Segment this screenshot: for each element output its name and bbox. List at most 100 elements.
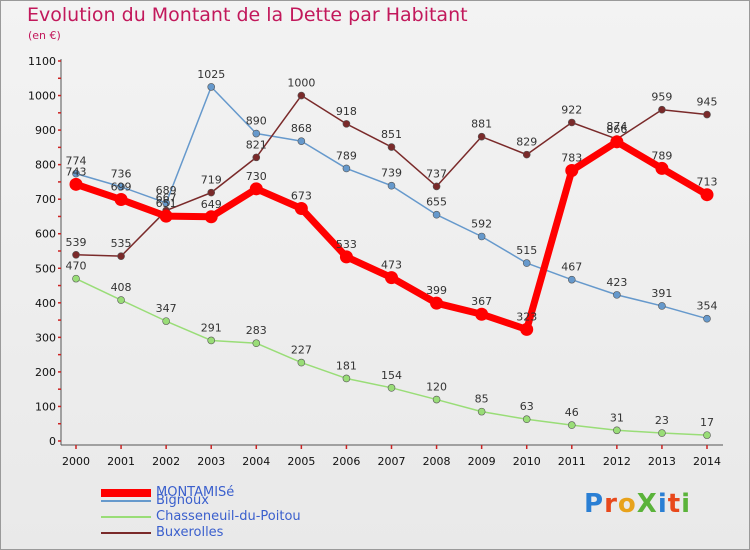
- legend-item-montamise: MONTAMISé: [101, 485, 361, 501]
- data-label-buxerolles: 922: [561, 103, 582, 116]
- data-point-bignoux: [207, 83, 216, 91]
- y-tick-label: 1100: [28, 55, 56, 68]
- legend-label-chasseneuil: Chasseneuil-du-Poitou: [156, 509, 301, 524]
- x-tick-label: 2001: [107, 455, 135, 468]
- data-label-montamise: 367: [471, 295, 492, 308]
- data-point-buxerolles: [522, 150, 531, 159]
- data-label-chasseneuil: 283: [246, 324, 267, 337]
- data-label-bignoux: 868: [291, 122, 312, 135]
- data-point-bignoux: [297, 137, 306, 145]
- data-label-bignoux: 890: [246, 115, 267, 128]
- data-point-montamise: [114, 193, 128, 207]
- data-label-buxerolles: 874: [606, 120, 627, 133]
- logo-letter: i: [681, 489, 692, 519]
- data-label-chasseneuil: 31: [610, 411, 624, 424]
- data-label-chasseneuil: 227: [291, 344, 312, 357]
- data-point-buxerolles: [342, 120, 351, 128]
- data-label-montamise: 713: [697, 176, 718, 189]
- data-point-chasseneuil: [297, 358, 306, 367]
- data-label-buxerolles: 667: [156, 192, 177, 205]
- x-tick-label: 2010: [513, 455, 541, 468]
- data-point-montamise: [520, 322, 534, 336]
- data-point-bignoux: [613, 291, 621, 299]
- x-tick-label: 2011: [558, 455, 586, 468]
- data-point-chasseneuil: [658, 429, 666, 437]
- data-point-chasseneuil: [162, 317, 170, 325]
- data-label-buxerolles: 918: [336, 105, 357, 118]
- data-point-chasseneuil: [387, 383, 396, 392]
- data-point-bignoux: [72, 169, 80, 178]
- legend-swatch-montamise: [101, 489, 151, 497]
- data-point-montamise: [565, 164, 579, 178]
- data-label-montamise: 866: [606, 123, 627, 136]
- data-point-buxerolles: [567, 118, 576, 127]
- y-tick-label: 0: [49, 435, 56, 448]
- y-tick-label: 1000: [28, 90, 56, 103]
- data-label-buxerolles: 959: [651, 91, 672, 104]
- legend-item-buxerolles: Buxerolles: [101, 525, 361, 549]
- data-point-bignoux: [658, 302, 666, 310]
- logo-letter: t: [667, 489, 682, 519]
- data-label-montamise: 783: [561, 152, 582, 165]
- data-point-chasseneuil: [342, 374, 351, 383]
- logo-letter: o: [617, 489, 637, 519]
- data-label-bignoux: 736: [111, 168, 132, 181]
- data-point-chasseneuil: [252, 339, 261, 348]
- data-label-bignoux: 739: [381, 167, 402, 180]
- data-point-buxerolles: [432, 182, 441, 191]
- y-tick-label: 200: [35, 366, 56, 379]
- data-point-buxerolles: [72, 251, 80, 259]
- y-tick-label: 100: [35, 400, 56, 413]
- legend-label-bignoux: Bignoux: [156, 493, 209, 508]
- data-label-bignoux: 1025: [197, 68, 225, 81]
- data-label-bignoux: 655: [426, 196, 447, 209]
- data-label-bignoux: 689: [156, 184, 177, 197]
- data-point-montamise: [610, 135, 624, 149]
- y-tick-label: 800: [35, 159, 56, 172]
- data-label-chasseneuil: 470: [66, 260, 87, 273]
- data-label-montamise: 533: [336, 238, 357, 251]
- data-point-buxerolles: [387, 143, 396, 151]
- legend: MONTAMISé Bignoux Chasseneuil-du-Poitou …: [101, 485, 361, 549]
- legend-item-bignoux: Bignoux: [101, 493, 361, 517]
- logo-letter: i: [657, 489, 668, 519]
- data-label-chasseneuil: 23: [655, 414, 669, 427]
- data-point-chasseneuil: [207, 336, 216, 345]
- x-tick-label: 2003: [197, 455, 225, 468]
- data-point-chasseneuil: [522, 415, 531, 424]
- legend-item-chasseneuil: Chasseneuil-du-Poitou: [101, 509, 361, 533]
- x-tick-label: 2006: [332, 455, 360, 468]
- data-label-montamise: 699: [111, 181, 132, 194]
- legend-swatch-chasseneuil: [101, 516, 151, 518]
- data-label-bignoux: 354: [697, 300, 718, 313]
- legend-swatch-bignoux: [101, 500, 151, 502]
- data-point-montamise: [475, 307, 489, 321]
- y-tick-label: 900: [35, 124, 56, 137]
- logo-letter: P: [584, 489, 605, 519]
- proxiti-logo: ProXiti: [584, 489, 691, 519]
- data-label-chasseneuil: 85: [475, 393, 489, 406]
- x-tick-label: 2012: [603, 455, 631, 468]
- data-point-bignoux: [252, 129, 261, 138]
- data-point-buxerolles: [658, 105, 666, 114]
- data-label-chasseneuil: 17: [700, 416, 714, 429]
- data-label-montamise: 399: [426, 284, 447, 297]
- data-point-chasseneuil: [117, 296, 125, 304]
- data-label-buxerolles: 539: [66, 236, 87, 249]
- data-point-bignoux: [117, 182, 125, 191]
- data-point-montamise: [294, 202, 308, 216]
- data-point-chasseneuil: [613, 426, 621, 435]
- data-label-buxerolles: 881: [471, 118, 492, 131]
- data-point-bignoux: [703, 314, 711, 323]
- data-label-buxerolles: 851: [381, 128, 402, 141]
- legend-label-buxerolles: Buxerolles: [156, 525, 224, 540]
- chart-subtitle: (en €): [28, 29, 61, 42]
- data-point-bignoux: [387, 181, 396, 190]
- x-tick-label: 2000: [62, 455, 90, 468]
- y-tick-label: 300: [35, 331, 56, 344]
- data-point-chasseneuil: [703, 431, 711, 439]
- logo-letter: X: [636, 489, 658, 519]
- x-tick-label: 2005: [287, 455, 315, 468]
- data-point-montamise: [204, 210, 218, 224]
